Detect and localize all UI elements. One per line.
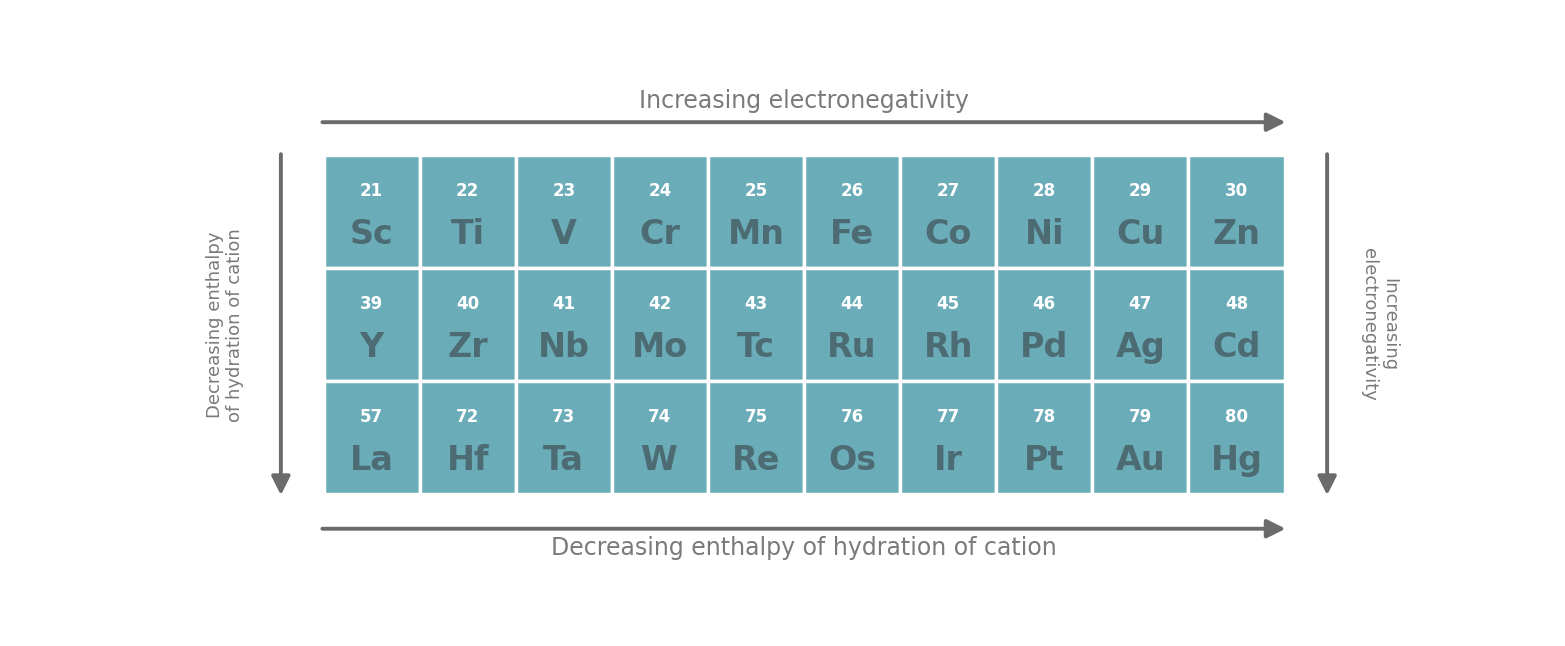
Text: Sc: Sc xyxy=(349,218,393,251)
Bar xyxy=(1092,381,1188,494)
Text: 47: 47 xyxy=(1128,295,1152,313)
Bar xyxy=(804,268,900,381)
Text: Increasing
electronegativity: Increasing electronegativity xyxy=(1360,248,1399,401)
Text: Ag: Ag xyxy=(1116,331,1166,364)
Text: 42: 42 xyxy=(648,295,671,313)
Bar xyxy=(707,155,804,268)
Text: Au: Au xyxy=(1116,444,1166,477)
Text: Increasing electronegativity: Increasing electronegativity xyxy=(639,89,969,113)
Bar xyxy=(612,381,707,494)
Bar xyxy=(419,381,516,494)
Bar xyxy=(804,381,900,494)
Text: 76: 76 xyxy=(840,408,864,426)
Text: 41: 41 xyxy=(552,295,576,313)
Bar xyxy=(707,381,804,494)
Text: Tc: Tc xyxy=(737,331,775,364)
Text: Rh: Rh xyxy=(923,331,973,364)
Text: 27: 27 xyxy=(936,182,959,200)
Bar xyxy=(612,268,707,381)
Bar xyxy=(1188,268,1285,381)
Bar xyxy=(997,155,1092,268)
Text: 26: 26 xyxy=(840,182,864,200)
Bar xyxy=(419,155,516,268)
Text: Ta: Ta xyxy=(543,444,584,477)
Text: Ti: Ti xyxy=(451,218,485,251)
Bar xyxy=(1188,381,1285,494)
Text: Decreasing enthalpy
of hydration of cation: Decreasing enthalpy of hydration of cati… xyxy=(205,228,244,422)
Text: 22: 22 xyxy=(455,182,479,200)
Bar xyxy=(1188,155,1285,268)
Text: Hf: Hf xyxy=(446,444,488,477)
Text: 79: 79 xyxy=(1128,408,1152,426)
Text: 21: 21 xyxy=(360,182,383,200)
Text: 40: 40 xyxy=(455,295,479,313)
Text: 48: 48 xyxy=(1225,295,1247,313)
Text: Co: Co xyxy=(925,218,972,251)
Bar xyxy=(900,268,997,381)
Text: 28: 28 xyxy=(1033,182,1056,200)
Text: Cr: Cr xyxy=(640,218,681,251)
Text: Zn: Zn xyxy=(1213,218,1260,251)
Bar xyxy=(324,268,419,381)
Bar xyxy=(516,268,612,381)
Text: 46: 46 xyxy=(1033,295,1056,313)
Text: 78: 78 xyxy=(1033,408,1056,426)
Text: 77: 77 xyxy=(936,408,959,426)
Text: 75: 75 xyxy=(745,408,767,426)
Text: 29: 29 xyxy=(1128,182,1152,200)
Text: Hg: Hg xyxy=(1210,444,1263,477)
Bar xyxy=(997,268,1092,381)
Bar xyxy=(324,381,419,494)
Bar xyxy=(900,155,997,268)
Bar xyxy=(900,381,997,494)
Text: Fe: Fe xyxy=(829,218,875,251)
Text: Cd: Cd xyxy=(1213,331,1261,364)
Text: 43: 43 xyxy=(745,295,767,313)
Bar xyxy=(1092,155,1188,268)
Bar xyxy=(612,155,707,268)
Text: La: La xyxy=(349,444,393,477)
Bar xyxy=(707,268,804,381)
Bar xyxy=(1092,268,1188,381)
Text: Y: Y xyxy=(360,331,383,364)
Text: Ru: Ru xyxy=(828,331,876,364)
Bar xyxy=(997,381,1092,494)
Text: 72: 72 xyxy=(455,408,479,426)
Text: Zr: Zr xyxy=(448,331,488,364)
Text: 25: 25 xyxy=(745,182,767,200)
Bar xyxy=(324,155,419,268)
Text: Pt: Pt xyxy=(1024,444,1064,477)
Text: V: V xyxy=(551,218,576,251)
Text: Nb: Nb xyxy=(538,331,590,364)
Bar xyxy=(516,381,612,494)
Text: 44: 44 xyxy=(840,295,864,313)
Text: W: W xyxy=(642,444,678,477)
Text: Decreasing enthalpy of hydration of cation: Decreasing enthalpy of hydration of cati… xyxy=(551,536,1056,561)
Text: 80: 80 xyxy=(1225,408,1247,426)
Text: Mn: Mn xyxy=(728,218,784,251)
Bar xyxy=(419,268,516,381)
Text: Mo: Mo xyxy=(632,331,689,364)
Text: 74: 74 xyxy=(648,408,671,426)
Text: Cu: Cu xyxy=(1116,218,1164,251)
Text: Re: Re xyxy=(732,444,779,477)
Text: Ir: Ir xyxy=(934,444,962,477)
Bar xyxy=(516,155,612,268)
Text: Os: Os xyxy=(828,444,876,477)
Text: 24: 24 xyxy=(648,182,671,200)
Text: 45: 45 xyxy=(936,295,959,313)
Text: 23: 23 xyxy=(552,182,576,200)
Text: 73: 73 xyxy=(552,408,576,426)
Text: 30: 30 xyxy=(1225,182,1247,200)
Text: Ni: Ni xyxy=(1025,218,1064,251)
Text: Pd: Pd xyxy=(1020,331,1069,364)
Bar xyxy=(804,155,900,268)
Text: 39: 39 xyxy=(360,295,383,313)
Text: 57: 57 xyxy=(360,408,383,426)
